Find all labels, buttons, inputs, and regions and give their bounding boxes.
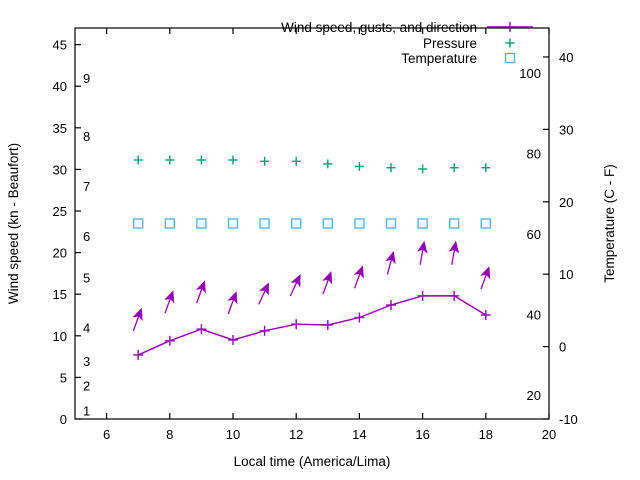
y2-tick-label-c: 20 — [559, 195, 573, 210]
y2-tick-label-f: 80 — [527, 147, 541, 162]
y-tick-label: 15 — [53, 287, 67, 302]
beaufort-label: 5 — [83, 271, 90, 286]
x-tick-label: 10 — [226, 427, 240, 442]
y2-tick-label-f: 40 — [527, 307, 541, 322]
y-tick-label: 30 — [53, 162, 67, 177]
y-tick-label: 20 — [53, 246, 67, 261]
y2-tick-label-c: -10 — [559, 412, 578, 427]
beaufort-label: 8 — [83, 129, 90, 144]
y2-tick-label-f: 100 — [519, 66, 541, 81]
plot-border — [74, 27, 550, 420]
temperature-point — [196, 218, 207, 229]
x-tick-label: 12 — [289, 427, 303, 442]
temperature-point — [132, 218, 144, 229]
temperature-point — [480, 218, 491, 229]
wind-direction-arrow — [353, 265, 364, 289]
legend-swatch-temperature — [504, 52, 516, 64]
legend-label-wind: Wind speed, gusts, and direction — [281, 20, 477, 35]
legend-label-temperature: Temperature — [401, 51, 477, 66]
wind-speed-line — [137, 295, 487, 356]
temperature-point — [227, 218, 239, 229]
y-tick-label: 45 — [53, 38, 67, 53]
x-tick-label: 16 — [415, 427, 429, 442]
y-axis-title-right: Temperature (C - F) — [602, 164, 617, 283]
wind-direction-arrow — [417, 240, 428, 265]
wind-direction-arrow — [448, 240, 460, 265]
beaufort-label: 1 — [83, 404, 90, 419]
wind-direction-arrow — [258, 282, 269, 305]
temperature-point — [291, 218, 302, 229]
x-tick-label: 18 — [479, 427, 493, 442]
wind-direction-arrow — [322, 271, 333, 295]
y-tick-label: 0 — [60, 412, 67, 427]
beaufort-label: 6 — [83, 229, 90, 244]
temperature-point — [385, 218, 397, 229]
beaufort-label: 9 — [83, 71, 90, 86]
y2-tick-label-c: 10 — [559, 267, 573, 282]
x-tick-label: 20 — [542, 427, 556, 442]
y2-tick-label-f: 60 — [527, 227, 541, 242]
x-axis-title: Local time (America/Lima) — [234, 454, 391, 469]
beaufort-label: 2 — [83, 379, 90, 394]
beaufort-label: 4 — [83, 320, 90, 335]
y2-tick-label-c: 0 — [559, 340, 566, 355]
wind-direction-arrow — [227, 291, 238, 315]
y2-tick-label-c: 30 — [559, 122, 573, 137]
x-tick-label: 8 — [166, 427, 173, 442]
beaufort-label: 3 — [83, 354, 90, 369]
wind-direction-arrow — [164, 290, 175, 314]
y-axis-title-left: Wind speed (kn - Beaufort) — [6, 143, 21, 304]
temperature-point — [164, 218, 176, 229]
wind-direction-arrow — [195, 280, 206, 304]
x-tick-label: 14 — [352, 427, 366, 442]
x-tick-label: 6 — [103, 427, 110, 442]
wind-direction-arrow — [480, 266, 491, 290]
y-tick-label: 40 — [53, 79, 67, 94]
y2-tick-label-c: 40 — [559, 50, 573, 65]
y-tick-label: 10 — [53, 329, 67, 344]
y-tick-label: 35 — [53, 121, 67, 136]
beaufort-label: 7 — [83, 179, 90, 194]
wind-direction-arrow — [385, 250, 396, 275]
y2-tick-label-f: 20 — [527, 388, 541, 403]
temperature-point — [259, 218, 270, 229]
y-tick-label: 25 — [53, 204, 67, 219]
temperature-point — [322, 218, 333, 229]
wind-direction-arrow — [289, 274, 301, 297]
wind-direction-arrow — [132, 307, 143, 331]
temperature-point — [417, 218, 428, 229]
y-tick-label: 5 — [60, 370, 67, 385]
temperature-point — [449, 218, 460, 229]
temperature-point — [354, 218, 365, 229]
legend-label-pressure: Pressure — [423, 36, 477, 51]
